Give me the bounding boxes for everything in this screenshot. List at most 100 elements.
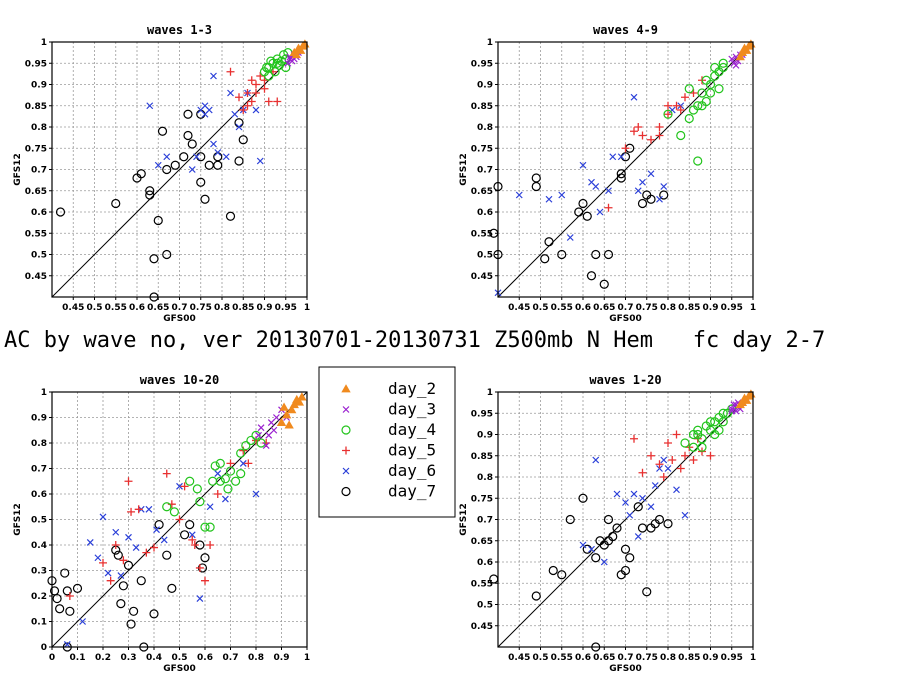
legend-marker <box>342 406 350 413</box>
data-point <box>119 556 128 565</box>
x-tick-label: 0.5 <box>87 303 103 313</box>
data-point <box>106 576 115 585</box>
data-point <box>270 67 280 77</box>
data-point <box>603 249 614 260</box>
data-point <box>668 106 676 114</box>
series-day_4 <box>680 404 737 452</box>
x-tick-label: 0.6 <box>197 653 213 663</box>
data-point <box>200 553 210 563</box>
x-tick-label: 0.7 <box>172 303 188 313</box>
data-point <box>146 102 154 110</box>
series-day_7 <box>489 143 669 289</box>
y-tick-label: 0.55 <box>471 229 493 239</box>
legend-marker <box>341 486 351 497</box>
y-tick-label: 0.65 <box>25 187 47 197</box>
data-point <box>188 166 196 173</box>
y-axis-label: GFS12 <box>13 153 23 186</box>
data-point <box>239 106 248 114</box>
data-point <box>693 101 703 111</box>
data-point <box>214 149 222 156</box>
y-tick-label: 0.9 <box>477 431 493 441</box>
data-point <box>637 198 648 209</box>
data-point <box>256 157 264 165</box>
data-point <box>195 563 204 572</box>
panel-title: waves 10-20 <box>140 373 219 387</box>
data-point <box>668 456 677 464</box>
legend-item-day_3: day_3 <box>342 400 436 419</box>
data-point <box>99 558 107 567</box>
data-point <box>638 468 647 477</box>
data-point <box>579 161 587 169</box>
data-point <box>655 460 664 469</box>
data-point <box>235 93 243 102</box>
plot-frame <box>51 41 308 298</box>
data-point <box>129 606 139 616</box>
data-point <box>279 402 289 411</box>
data-point <box>574 207 584 217</box>
data-point <box>235 123 243 131</box>
data-point <box>160 536 168 544</box>
data-point <box>62 586 72 596</box>
data-point <box>236 469 246 479</box>
legend-item-day_6: day_6 <box>342 461 436 480</box>
y-axis-label: GFS12 <box>459 153 469 186</box>
legend-label: day_6 <box>388 461 436 480</box>
y-tick-label: 0.95 <box>471 409 493 419</box>
x-tick-label: 0.75 <box>636 653 658 663</box>
data-point <box>714 84 724 94</box>
y-tick-label: 0.75 <box>471 494 493 504</box>
data-point <box>65 592 74 600</box>
x-tick-label: 0.55 <box>551 303 573 313</box>
x-tick-label: 0.95 <box>275 303 297 313</box>
x-tick-label: 1 <box>750 303 756 313</box>
x-tick-label: 0.1 <box>70 653 86 663</box>
y-tick-label: 0 <box>41 643 47 653</box>
data-point <box>127 507 136 516</box>
data-point <box>99 513 107 521</box>
data-point <box>252 80 260 89</box>
data-point <box>689 456 698 464</box>
data-point <box>169 507 179 517</box>
data-point <box>222 153 230 161</box>
data-point <box>188 531 196 539</box>
data-point <box>639 178 646 186</box>
data-point <box>247 97 256 106</box>
data-point <box>262 62 272 73</box>
data-point <box>215 458 225 468</box>
data-point <box>626 511 634 519</box>
data-point <box>638 131 647 140</box>
data-point <box>531 181 541 192</box>
data-point <box>118 581 129 591</box>
x-tick-label: 0.9 <box>703 653 719 663</box>
series-day_2 <box>735 39 756 61</box>
data-point <box>183 130 193 141</box>
data-point <box>634 187 642 195</box>
data-point <box>180 482 189 491</box>
data-point <box>634 123 643 131</box>
data-point <box>185 519 195 530</box>
data-point <box>656 465 663 472</box>
data-point <box>162 249 172 260</box>
legend-label: day_5 <box>388 441 436 460</box>
x-tick-label: 0.85 <box>232 303 254 313</box>
data-point <box>265 431 273 439</box>
x-tick-label: 0.6 <box>129 303 145 313</box>
data-point <box>150 543 158 552</box>
y-tick-label: 1 <box>41 38 47 48</box>
data-point <box>616 173 626 183</box>
y-tick-label: 0.9 <box>477 81 493 91</box>
y-tick-label: 0.8 <box>31 123 47 133</box>
data-point <box>651 482 659 489</box>
data-point <box>226 459 235 468</box>
data-point <box>123 560 134 571</box>
x-tick-label: 0.65 <box>147 303 169 313</box>
data-point <box>188 535 197 544</box>
legend-item-day_2: day_2 <box>341 379 436 398</box>
data-point <box>55 604 65 614</box>
data-point <box>206 503 214 511</box>
y-axis-label: GFS12 <box>459 503 469 536</box>
data-point <box>656 195 663 203</box>
data-point <box>200 194 210 204</box>
series-day_3 <box>728 51 746 69</box>
data-point <box>676 464 685 473</box>
